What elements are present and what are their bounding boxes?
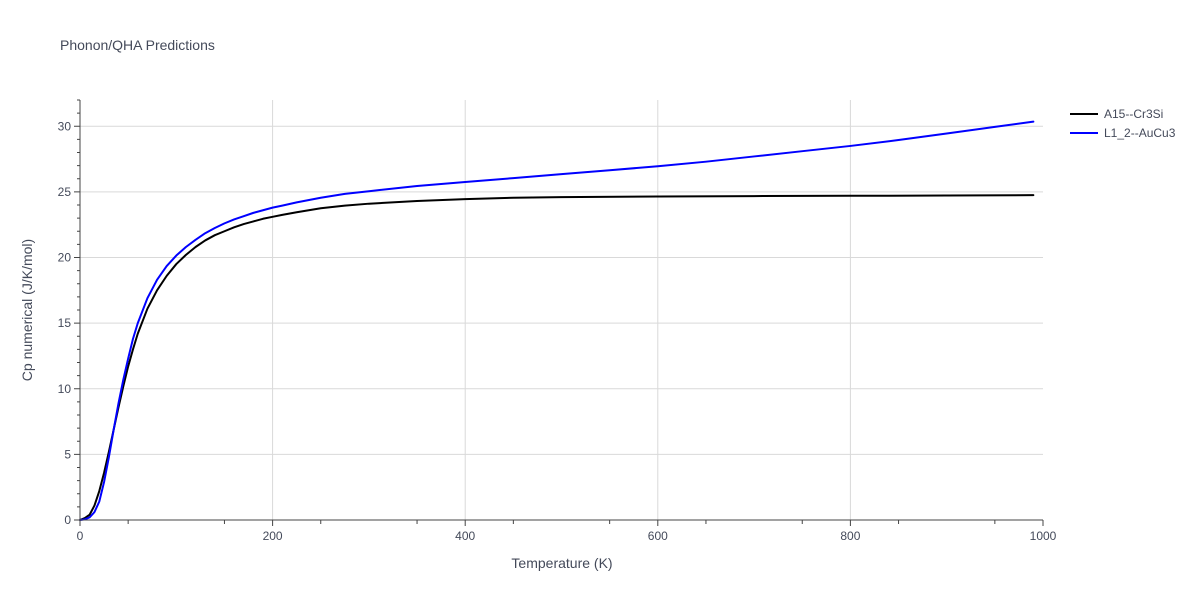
axes: 0 200 400 600 800 1000 0 5 10 15 20 25 30 xyxy=(58,99,1057,543)
y-tick-label: 5 xyxy=(64,447,71,461)
x-tick-label: 0 xyxy=(77,529,84,543)
y-tick-label: 0 xyxy=(64,513,71,527)
grid xyxy=(80,100,1043,520)
y-tick-label: 10 xyxy=(58,382,72,396)
y-axis-title: Cp numerical (J/K/mol) xyxy=(19,239,35,381)
series-line-1[interactable] xyxy=(79,120,1035,521)
x-tick-label: 1000 xyxy=(1030,529,1057,543)
y-tick-label: 20 xyxy=(58,251,72,265)
legend-item-1[interactable]: L1_2--AuCu3 xyxy=(1070,126,1176,140)
x-tick-label: 600 xyxy=(648,529,668,543)
legend[interactable]: A15--Cr3Si L1_2--AuCu3 xyxy=(1070,107,1176,140)
x-tick-label: 200 xyxy=(263,529,283,543)
x-axis-title: Temperature (K) xyxy=(511,555,612,571)
y-tick-label: 15 xyxy=(58,316,72,330)
y-tick-label: 30 xyxy=(58,119,72,133)
series-line-0[interactable] xyxy=(79,194,1035,521)
x-tick-label: 800 xyxy=(840,529,860,543)
y-tick-label: 25 xyxy=(58,185,72,199)
series-layer xyxy=(79,120,1035,521)
chart-title: Phonon/QHA Predictions xyxy=(60,37,215,53)
legend-item-0[interactable]: A15--Cr3Si xyxy=(1070,107,1163,121)
x-tick-label: 400 xyxy=(455,529,475,543)
legend-label-1: L1_2--AuCu3 xyxy=(1104,126,1176,140)
legend-label-0: A15--Cr3Si xyxy=(1104,107,1163,121)
